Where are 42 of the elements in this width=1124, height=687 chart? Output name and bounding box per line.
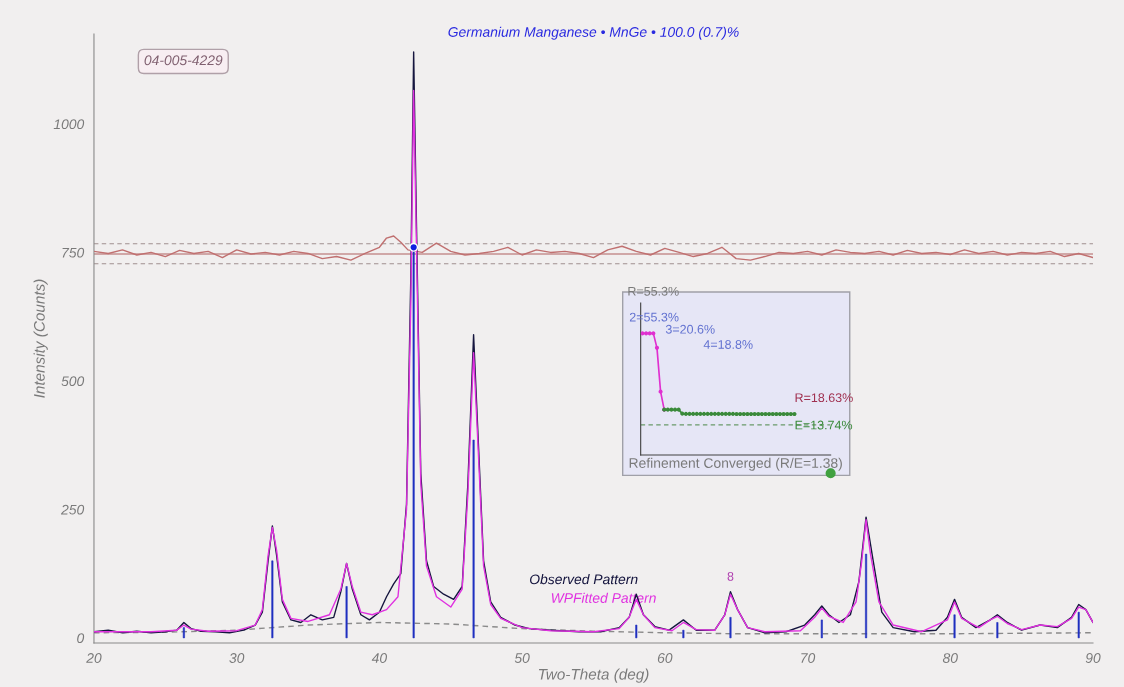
- point: [745, 411, 750, 417]
- x-axis-title: Refinement Converged (R/E=1.38): [629, 457, 842, 471]
- x-tick-label: 20: [86, 653, 102, 663]
- annotation: R=18.63%: [795, 393, 853, 403]
- x-axis-title: Two-Theta (deg): [538, 668, 649, 683]
- point: [676, 407, 681, 412]
- point: [680, 411, 685, 416]
- x-tick-label: 70: [801, 653, 816, 663]
- y-tick-label: 1000: [53, 119, 85, 130]
- point: [701, 411, 707, 416]
- y-tick-label: 0: [77, 633, 85, 644]
- line-series: [93, 235, 1093, 261]
- point: [651, 331, 656, 336]
- annotation: R=55.3%: [628, 286, 679, 296]
- x-tick-label: 80: [942, 653, 958, 663]
- point: [730, 411, 736, 416]
- y-tick-label: 750: [62, 247, 85, 258]
- point: [792, 411, 797, 417]
- annotation: 4=18.8%: [703, 340, 753, 349]
- point: [654, 345, 660, 350]
- y-tick-label: 500: [61, 376, 85, 387]
- point: [716, 411, 721, 416]
- annotation: 3=20.6%: [665, 324, 715, 334]
- y-axis-title: Intensity (Counts): [33, 279, 48, 398]
- point: [727, 411, 732, 416]
- x-tick-label: 90: [1085, 653, 1101, 663]
- annotation: E=13.74%: [795, 420, 853, 430]
- point: [774, 411, 779, 417]
- series-label: Observed Pattern: [530, 574, 638, 585]
- x-tick-label: 60: [657, 653, 673, 663]
- annotation: 04-005-4229: [144, 55, 223, 66]
- x-tick-label: 30: [229, 653, 245, 663]
- point: [698, 411, 703, 416]
- y-tick-label: 250: [60, 504, 85, 515]
- x-tick-label: 50: [514, 653, 530, 663]
- point: [683, 411, 688, 416]
- point: [759, 411, 764, 417]
- annotation: 8: [727, 571, 734, 581]
- point: [672, 407, 678, 412]
- chart-title: Germanium Manganese • MnGe • 100.0 (0.7)%: [448, 26, 739, 40]
- point: [756, 411, 761, 417]
- x-tick-label: 40: [371, 653, 388, 663]
